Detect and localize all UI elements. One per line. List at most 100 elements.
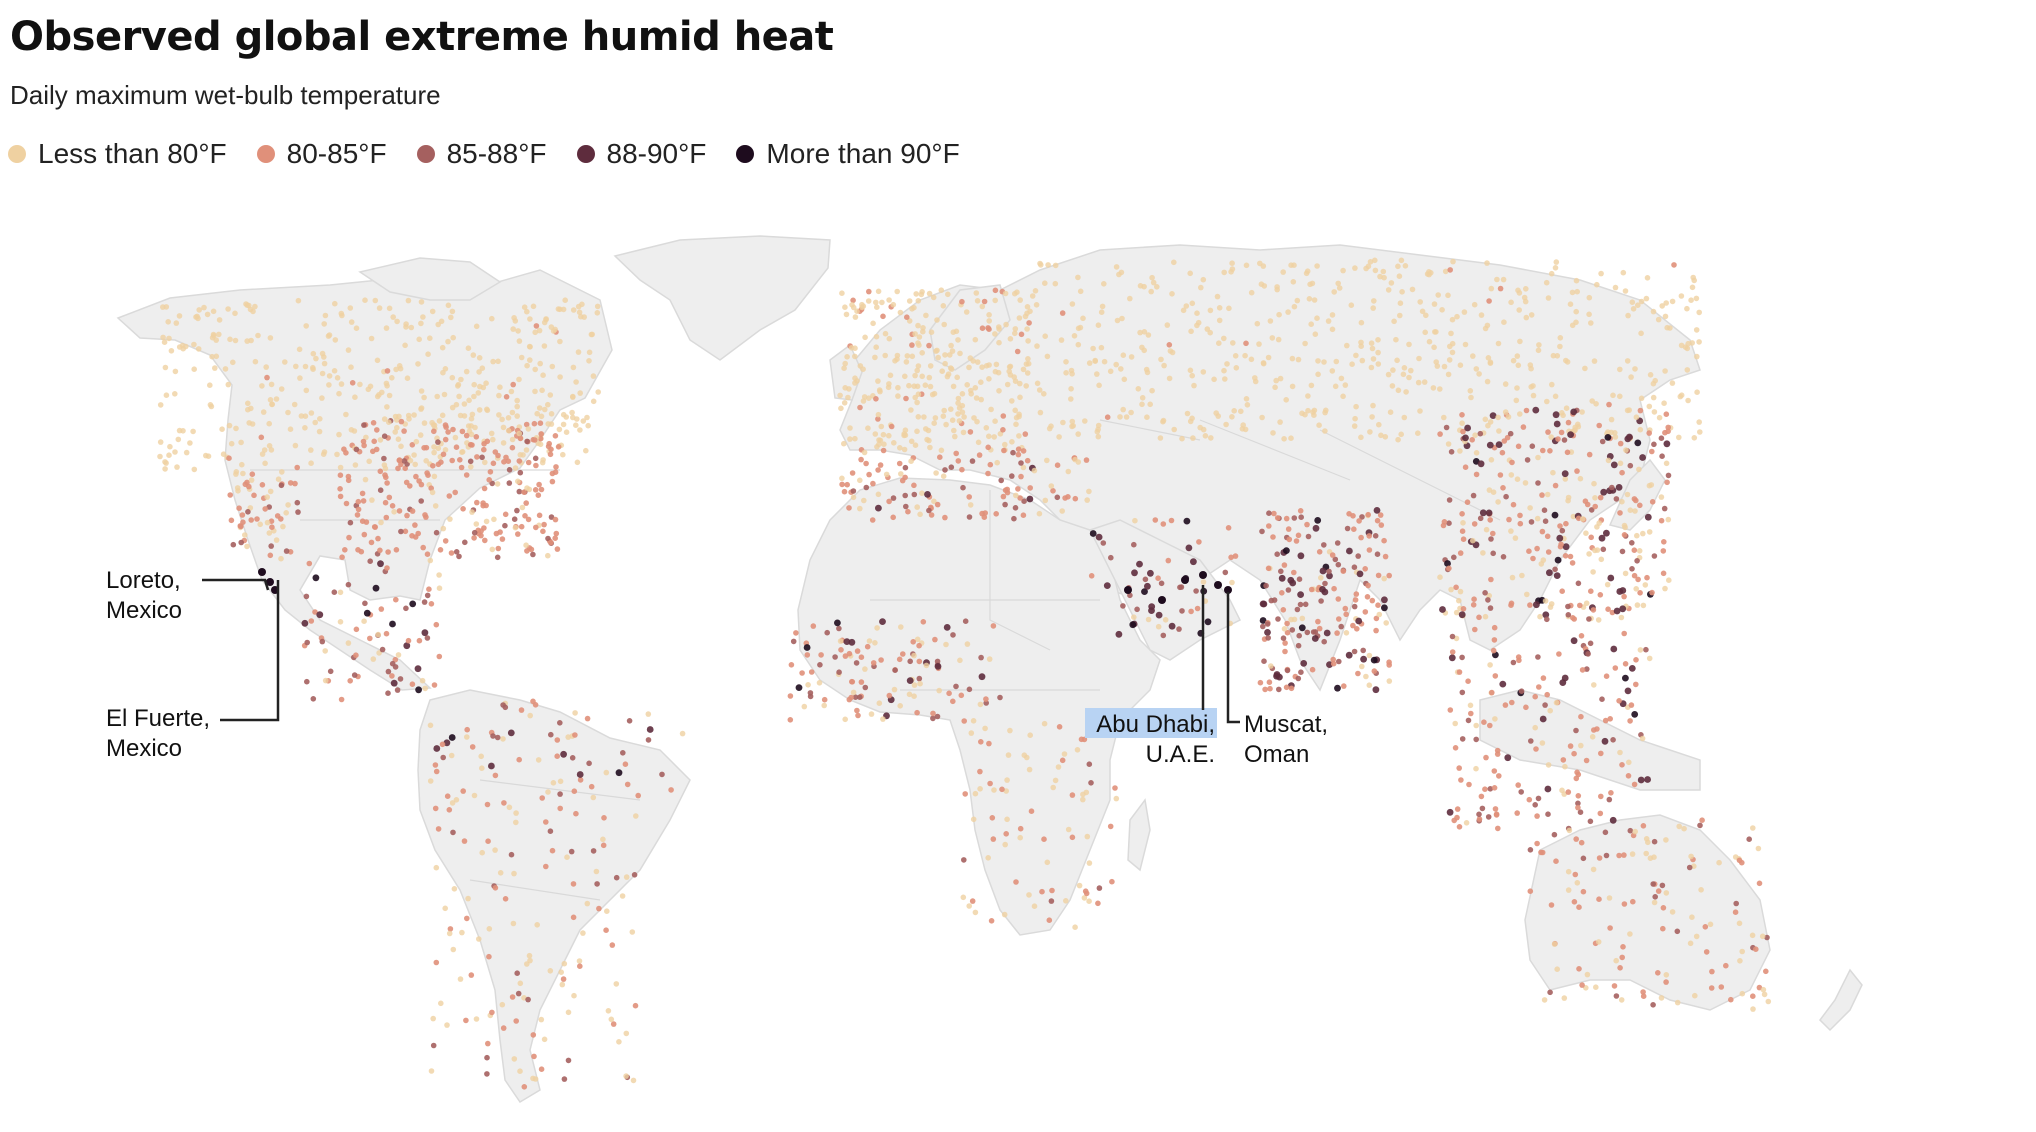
greenland	[613, 235, 831, 361]
station-dot	[1276, 686, 1282, 693]
station-dot	[1587, 640, 1594, 647]
station-dot	[955, 400, 961, 406]
station-dot	[1329, 326, 1336, 333]
station-dot	[610, 1021, 617, 1027]
station-dot	[538, 1066, 545, 1072]
station-dot	[1639, 454, 1646, 461]
station-dot	[1606, 895, 1613, 901]
station-dot	[292, 480, 298, 487]
station-dot	[1099, 303, 1106, 310]
station-dot	[1552, 411, 1560, 419]
station-dot	[1572, 424, 1578, 431]
station-dot	[275, 476, 282, 483]
station-dot	[968, 391, 974, 397]
station-dot	[1477, 430, 1484, 437]
station-dot	[901, 446, 908, 453]
station-dot	[431, 428, 437, 435]
station-dot	[849, 470, 856, 476]
station-dot	[1330, 660, 1337, 667]
station-dot	[384, 565, 390, 571]
station-dot	[865, 425, 871, 432]
station-dot	[489, 1009, 495, 1016]
station-dot	[368, 539, 375, 546]
station-dot	[389, 673, 395, 679]
station-dot	[881, 441, 887, 448]
arctic-islands	[358, 257, 502, 301]
station-dot	[349, 380, 356, 386]
station-dot	[1663, 411, 1670, 418]
station-dot	[1508, 472, 1515, 478]
station-dot	[852, 314, 859, 320]
station-dot	[1456, 597, 1462, 604]
station-dot	[532, 455, 539, 462]
station-dot	[1302, 340, 1308, 347]
station-dot	[327, 668, 334, 675]
station-dot	[548, 421, 555, 427]
station-dot	[1074, 747, 1081, 753]
station-dot	[1139, 401, 1145, 408]
japan	[1608, 458, 1666, 531]
station-dot	[902, 492, 908, 499]
station-dot	[906, 691, 913, 698]
station-dot	[1495, 825, 1501, 832]
station-dot	[514, 403, 520, 410]
station-dot	[449, 800, 456, 806]
station-dot	[442, 538, 449, 544]
station-dot	[1202, 433, 1209, 439]
station-dot	[824, 629, 830, 636]
station-dot	[1072, 456, 1078, 463]
station-dot	[928, 512, 935, 518]
station-dot	[1107, 823, 1114, 830]
station-dot	[1207, 307, 1214, 314]
station-dot	[1309, 280, 1316, 287]
station-dot	[514, 507, 520, 514]
station-dot	[1135, 386, 1142, 392]
station-dot	[1481, 719, 1487, 725]
station-dot	[1664, 479, 1670, 486]
legend-item-80-85: 80-85°F	[256, 138, 387, 170]
leader-line	[220, 580, 280, 722]
station-dot	[948, 406, 954, 413]
station-dot	[453, 549, 460, 555]
station-dot	[1570, 615, 1576, 621]
station-dot	[363, 519, 370, 525]
station-dot	[191, 366, 197, 373]
station-dot	[207, 402, 214, 408]
station-dot	[1621, 630, 1627, 637]
station-dot	[411, 452, 417, 458]
station-dot	[1702, 924, 1709, 930]
station-dot	[531, 420, 538, 427]
station-dot	[382, 499, 389, 506]
station-dot	[584, 900, 591, 907]
station-dot	[1591, 727, 1597, 733]
station-dot	[532, 487, 539, 493]
station-dot	[1649, 448, 1655, 455]
station-dot	[1659, 453, 1665, 460]
station-dot	[1056, 724, 1063, 730]
station-dot	[1198, 284, 1204, 291]
station-dot	[1311, 297, 1318, 303]
station-dot	[1635, 302, 1641, 309]
station-dot	[1618, 614, 1625, 621]
station-dot	[1599, 696, 1605, 702]
station-dot	[468, 431, 475, 438]
station-dot	[1230, 340, 1236, 346]
annotation-abu-dhabi: Abu Dhabi, U.A.E.	[1085, 585, 1217, 768]
station-dot	[1467, 702, 1474, 709]
station-dot	[1760, 986, 1767, 993]
station-dot	[375, 631, 382, 638]
station-dot	[799, 670, 805, 676]
station-dot	[1386, 678, 1393, 684]
station-dot	[174, 464, 180, 470]
station-dot	[372, 584, 380, 592]
station-dot	[613, 981, 620, 987]
station-dot	[1095, 433, 1102, 440]
station-dot	[1259, 528, 1265, 535]
station-dot	[466, 397, 472, 404]
station-dot	[1094, 371, 1100, 377]
station-dot	[1281, 436, 1287, 442]
station-dot	[1443, 424, 1450, 431]
station-dot	[1678, 293, 1685, 299]
station-dot	[931, 390, 938, 397]
